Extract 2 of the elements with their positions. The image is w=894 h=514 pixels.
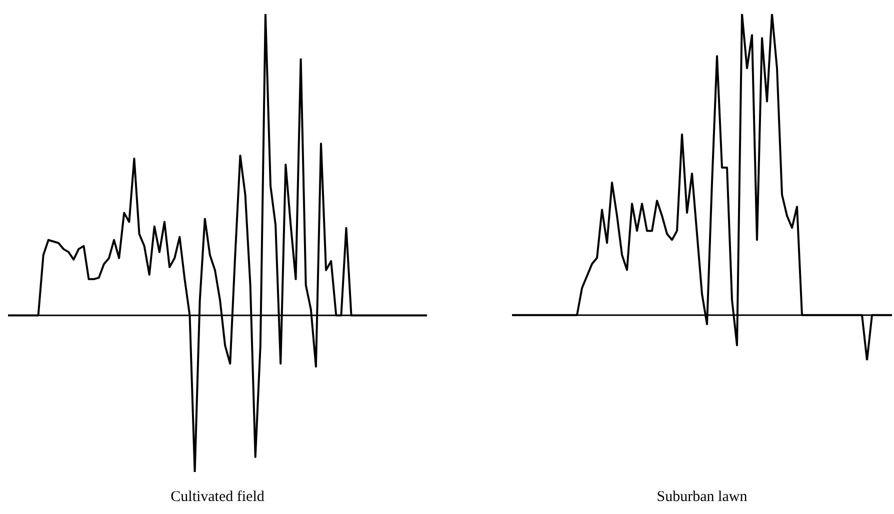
text: Cultivated field bbox=[170, 488, 265, 505]
text: Suburban lawn bbox=[656, 488, 748, 505]
